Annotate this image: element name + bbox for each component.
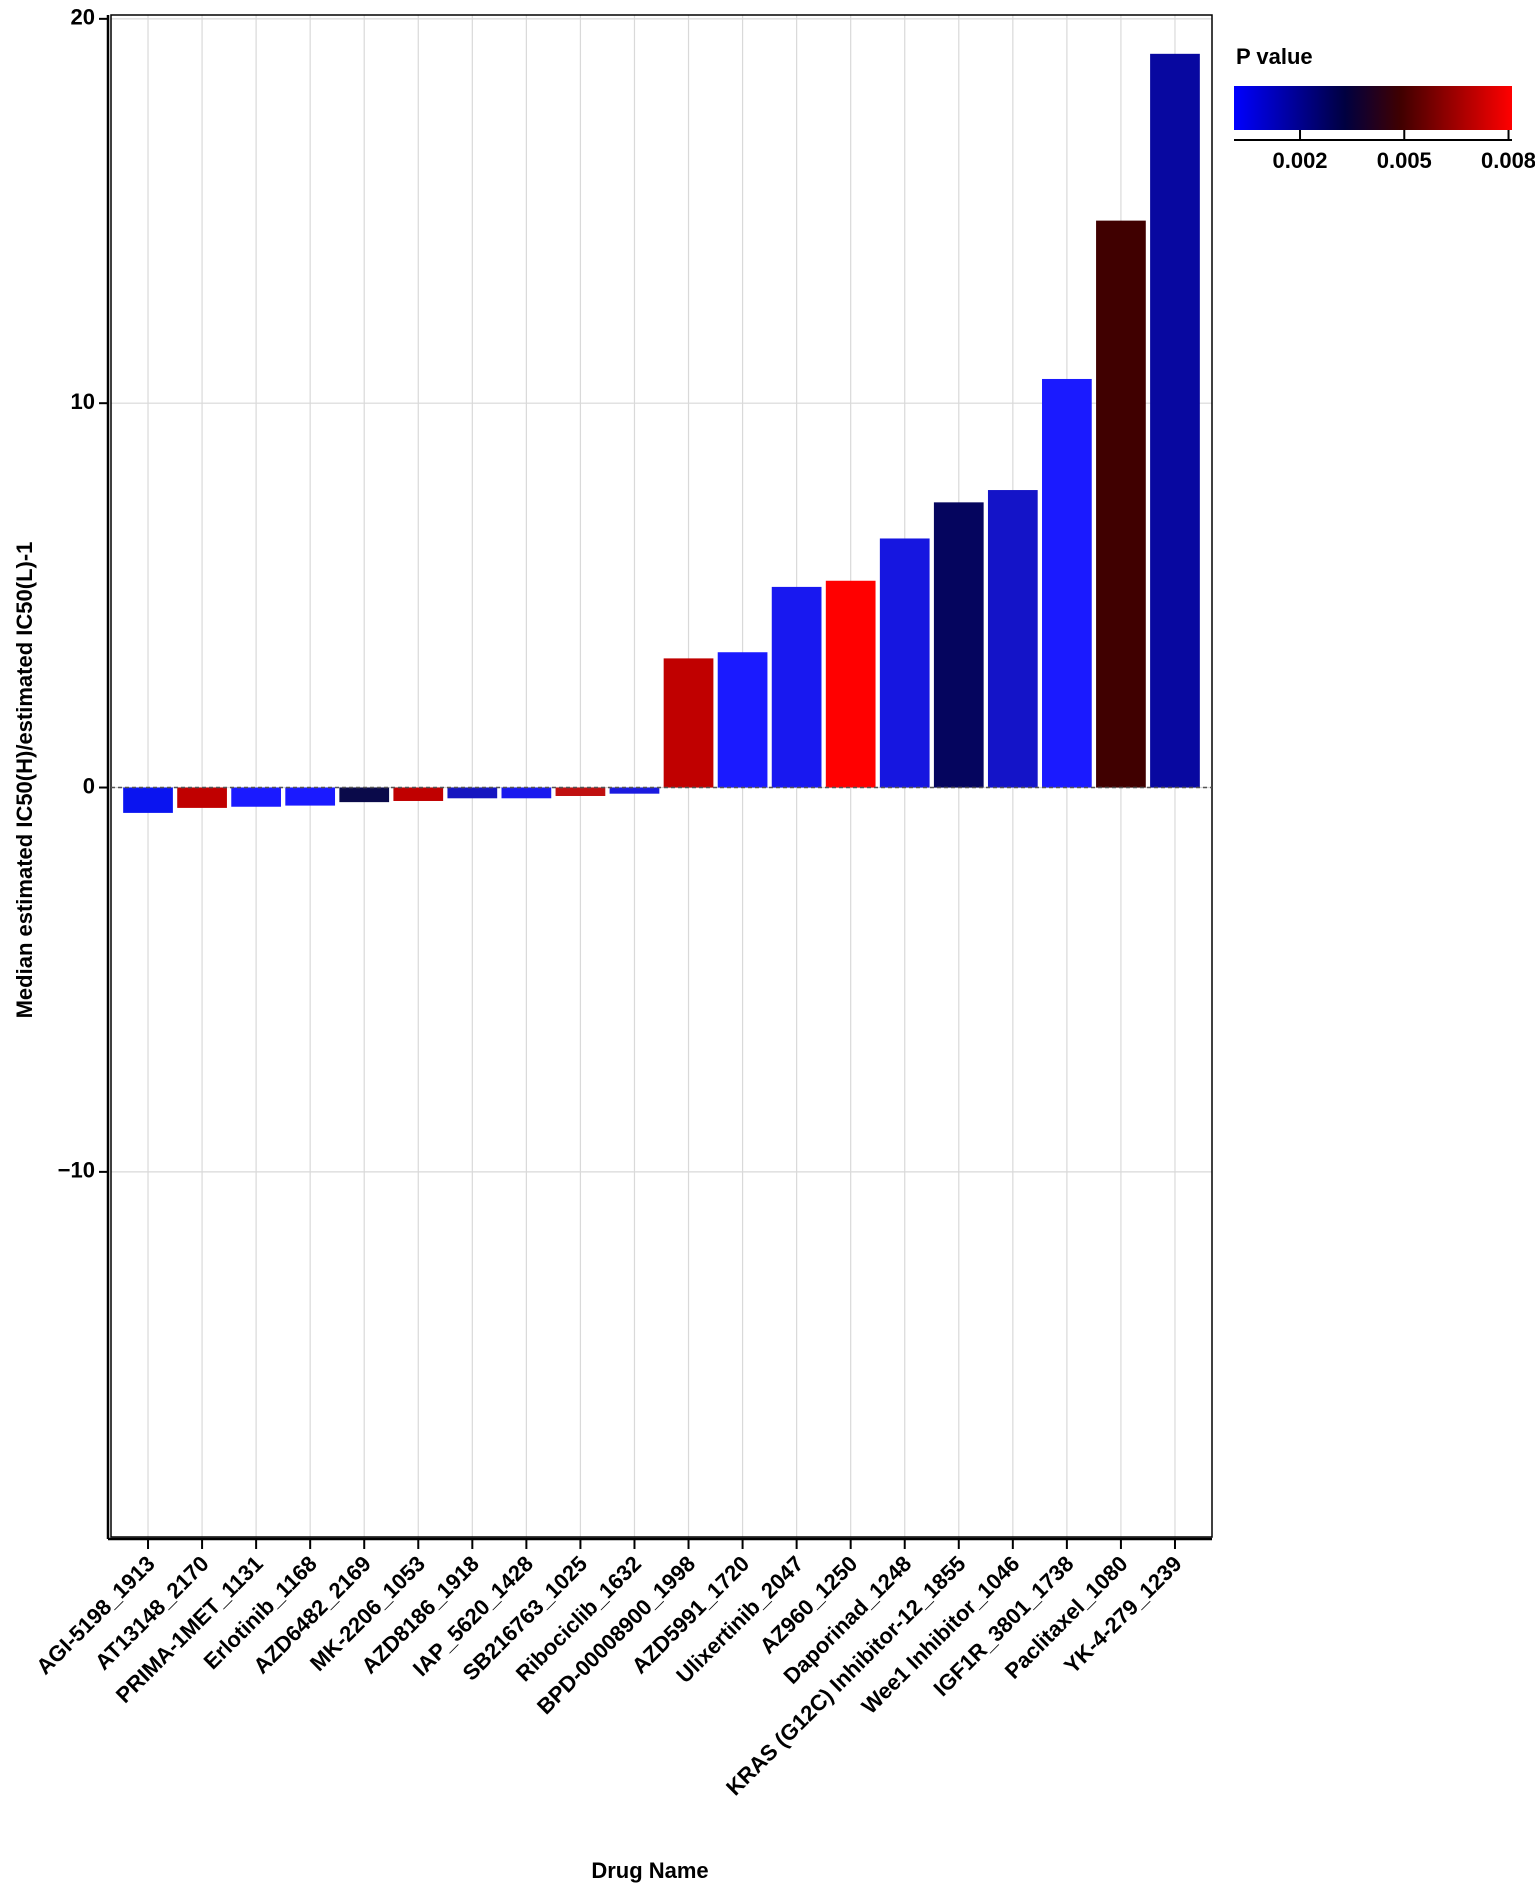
y-tick-label: −10 [58,1158,95,1183]
bar [555,787,606,796]
bar [987,490,1038,788]
bar [825,580,876,788]
bar [123,787,173,813]
plot-frame [110,14,1213,1538]
bar [771,586,822,788]
bar [663,658,714,788]
bar [447,787,498,799]
y-tick-label: 20 [71,5,95,30]
bar [231,787,281,807]
y-tick-label: 0 [83,773,95,798]
bar [177,787,227,808]
colorbar-tick-label: 0.005 [1377,148,1432,173]
colorbar-tick-label: 0.002 [1272,148,1327,173]
bar [339,787,390,803]
colorbar-tick-label: 0.008 [1481,148,1535,173]
bar [1042,378,1092,788]
y-tick-label: 10 [71,389,95,414]
bar [879,538,930,788]
bar [933,502,984,788]
bar [1150,53,1200,788]
bar [501,787,552,799]
bar [609,787,660,794]
y-axis-label: Median estimated IC50(H)/estimated IC50(… [12,542,37,1019]
bar [717,652,768,788]
colorbar-title: P value [1236,44,1313,69]
bar [285,787,336,806]
bar [1096,220,1146,788]
colorbar [1234,86,1512,130]
bar [393,787,444,801]
x-axis-label: Drug Name [591,1858,708,1883]
